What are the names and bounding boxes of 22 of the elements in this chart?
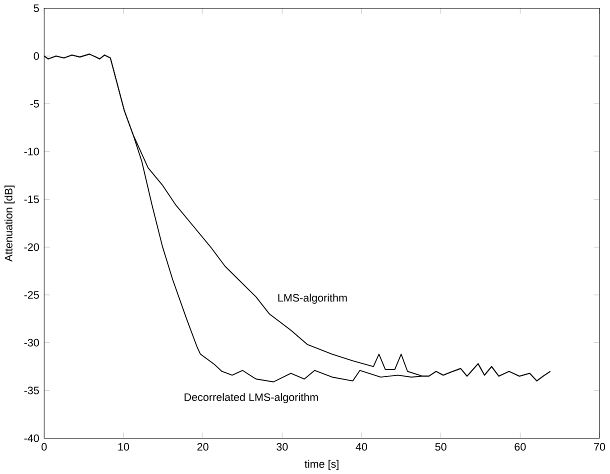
y-tick-label: -5 (30, 100, 39, 108)
y-axis-title: Attenuation [dB] (4, 185, 15, 262)
y-tick-label: 5 (34, 4, 39, 12)
x-tick-label: 70 (594, 442, 606, 450)
x-tick-label: 0 (42, 442, 47, 450)
y-tick-label: -40 (24, 434, 39, 442)
y-tick-label: -25 (24, 290, 39, 299)
y-tick-label: -20 (24, 243, 39, 251)
x-tick-label: 10 (118, 442, 130, 450)
x-axis-title: time [s] (304, 460, 338, 470)
y-tick-label: -30 (24, 338, 39, 346)
x-tick-label: 50 (435, 442, 446, 450)
x-tick-label: 20 (197, 442, 208, 450)
series-label: LMS-algorithm (278, 293, 347, 304)
x-tick-label: 40 (356, 442, 368, 450)
y-tick-label: -15 (24, 195, 39, 203)
x-tick-label: 60 (514, 442, 526, 450)
y-tick-label: 0 (34, 52, 39, 60)
series-label: Decorrelated LMS-algorithm (184, 392, 318, 403)
x-tick-label: 30 (276, 442, 288, 450)
y-tick-label: -10 (24, 148, 39, 156)
y-tick-label: -35 (24, 386, 39, 394)
